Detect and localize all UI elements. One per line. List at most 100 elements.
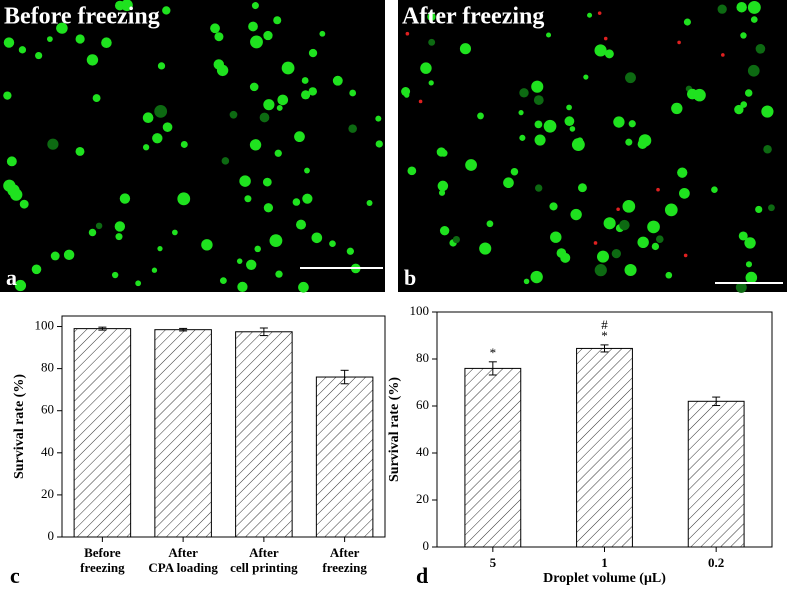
cell [534, 120, 543, 129]
y-tick-label: 60 [41, 402, 54, 417]
cell [736, 1, 747, 13]
cell [403, 92, 410, 98]
cell [259, 112, 270, 123]
error-bar [600, 344, 609, 353]
x-tick-label: 5 [489, 555, 497, 570]
cell [88, 228, 97, 237]
cell [263, 99, 275, 111]
cell [244, 195, 252, 203]
plot-frame [61, 315, 386, 538]
cell [679, 187, 690, 199]
cell [479, 242, 492, 255]
y-tick-label: 80 [416, 350, 429, 365]
cell [428, 38, 436, 46]
cell [119, 193, 131, 204]
cell [162, 6, 171, 15]
cell [281, 61, 295, 75]
micrograph [0, 0, 385, 292]
cell [301, 90, 311, 100]
cell [763, 145, 772, 154]
cell [744, 237, 756, 249]
error-bar [179, 327, 188, 332]
y-axis-label: Survival rate (%) [12, 374, 27, 479]
cell [111, 271, 119, 279]
cell [530, 270, 543, 284]
cell [570, 208, 582, 221]
x-tick-label: Before freezing [80, 545, 125, 575]
cell [625, 72, 636, 84]
cell [523, 278, 530, 285]
plot-frame [436, 311, 773, 548]
cell [546, 32, 552, 38]
cell [152, 133, 163, 144]
cell [571, 138, 585, 152]
cell [348, 124, 357, 133]
cell [273, 16, 282, 25]
cell [407, 166, 417, 176]
cell [438, 189, 446, 196]
cell [683, 18, 691, 26]
cell [677, 167, 688, 178]
cell [221, 157, 230, 165]
panel-label: a [6, 265, 17, 290]
cell [619, 219, 630, 231]
cell [477, 112, 484, 120]
cell [564, 116, 575, 127]
cell [745, 271, 758, 284]
image-title: After freezing [402, 4, 544, 30]
cell [533, 95, 544, 105]
cell [19, 199, 29, 209]
y-tick-label: 0 [423, 538, 430, 553]
cell [549, 202, 558, 211]
bar [315, 376, 374, 538]
cell [18, 46, 27, 54]
cell [734, 104, 744, 115]
cell [761, 105, 774, 118]
cell [75, 34, 85, 44]
cell [744, 89, 753, 97]
y-tick-label: 40 [416, 444, 429, 459]
cell [755, 43, 766, 54]
dead-cell [721, 53, 725, 57]
cell [638, 134, 652, 147]
cell [154, 104, 168, 118]
bar [464, 367, 522, 548]
x-tick-label: After CPA loading [148, 545, 218, 575]
y-tick-label: 100 [35, 318, 55, 333]
cell [332, 75, 343, 86]
cell [47, 36, 53, 42]
error-bar [712, 396, 721, 407]
cell [14, 279, 27, 292]
y-tick-label: 40 [41, 444, 54, 459]
cell [735, 281, 747, 293]
cell [503, 177, 514, 189]
cell [622, 199, 636, 213]
cell [6, 156, 17, 167]
cell [566, 104, 572, 111]
cell [162, 122, 173, 132]
y-tick-label: 60 [416, 397, 429, 412]
cell [56, 23, 67, 34]
cell [35, 51, 43, 60]
cell [366, 199, 373, 206]
cell [740, 32, 747, 39]
cell [519, 88, 529, 98]
cell [276, 105, 283, 111]
cell [611, 248, 621, 259]
cell [560, 252, 571, 263]
cell [550, 231, 562, 243]
cell [239, 175, 251, 187]
cell [747, 0, 761, 14]
cell [237, 281, 248, 292]
cell [519, 134, 526, 141]
cell [637, 236, 649, 249]
cell [31, 264, 42, 275]
cell [263, 203, 274, 213]
panel-label: b [404, 265, 416, 290]
cell [436, 147, 446, 157]
cell [250, 35, 263, 49]
x-tick-label: After cell printing [230, 545, 298, 575]
error-bar [488, 361, 497, 376]
cell [711, 186, 718, 193]
cell [47, 138, 59, 150]
